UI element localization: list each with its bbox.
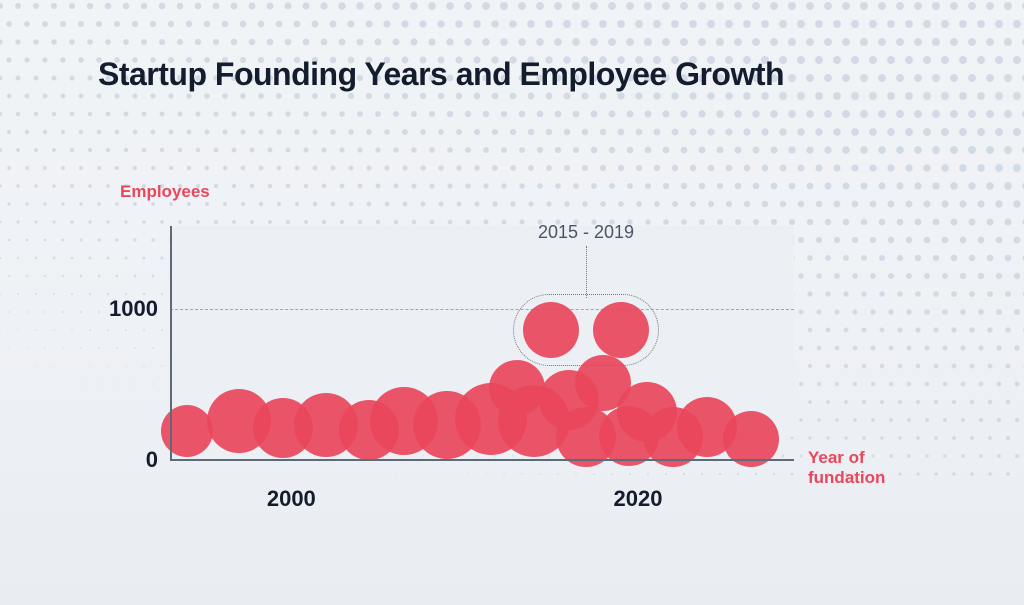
callout-ring [513, 294, 659, 366]
x-tick-label: 2020 [598, 486, 678, 512]
y-tick-label: 1000 [100, 296, 158, 322]
y-axis-line [170, 226, 172, 460]
chart-title: Startup Founding Years and Employee Grow… [98, 56, 784, 93]
gridline-1000 [170, 309, 794, 310]
callout-leader-line [586, 246, 587, 299]
y-axis-label: Employees [120, 182, 210, 202]
callout-label: 2015 - 2019 [526, 222, 646, 243]
x-axis-label: Year of fundation [808, 448, 928, 487]
y-tick-label: 0 [100, 447, 158, 473]
bubble-chart: 2015 - 2019 0100020002020 [170, 226, 794, 460]
x-axis-line [170, 459, 794, 461]
x-tick-label: 2000 [251, 486, 331, 512]
